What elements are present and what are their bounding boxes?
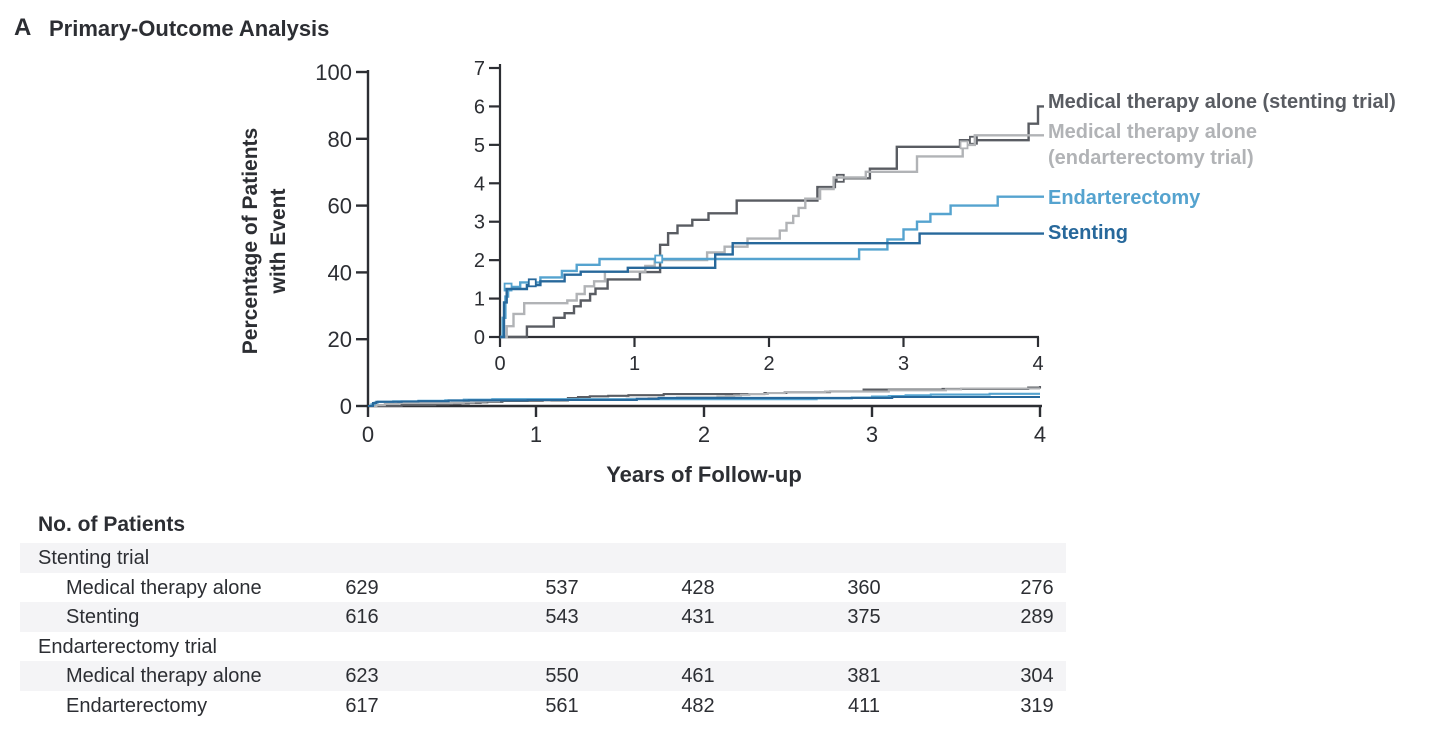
patient-count: 461	[681, 665, 715, 687]
curve-medical-endarterectomy-trial-inset	[500, 134, 1044, 339]
row-label: Medical therapy alone	[66, 665, 262, 687]
legend-entry-stenting: Stenting	[1048, 220, 1128, 246]
censor-marker-endarterectomy	[503, 282, 513, 292]
panel-title: Primary-Outcome Analysis	[49, 16, 330, 41]
y-axis-label-line1: Percentage of Patients	[239, 127, 262, 355]
table-row-3: Endarterectomy trial	[20, 632, 1066, 662]
patient-count: 431	[681, 606, 715, 628]
row-label: Endarterectomy trial	[38, 635, 217, 658]
main-x-tick-label: 2	[698, 422, 710, 447]
inset-x-tick-label: 0	[494, 353, 505, 375]
inset-y-tick-label: 2	[474, 250, 485, 272]
x-axis-label: Years of Follow-up	[606, 462, 802, 487]
legend-label-line: (endarterectomy trial)	[1048, 147, 1254, 169]
y-axis-label: Percentage of Patients with Event	[237, 61, 295, 421]
curve-medical-stenting-trial-inset	[500, 105, 1044, 339]
legend-label-line: Stenting	[1048, 222, 1128, 244]
patient-count: 543	[545, 606, 579, 628]
inset-x-tick-label: 2	[763, 353, 774, 375]
censor-marker-stenting	[527, 278, 537, 288]
row-label: Stenting trial	[38, 547, 150, 569]
inset-y-tick-label: 7	[474, 58, 485, 80]
patient-count: 616	[345, 606, 379, 628]
inset-y-tick-label: 4	[474, 173, 485, 195]
table-row-4: Medical therapy alone 623 550 461 381 304	[20, 661, 1066, 691]
patient-count: 623	[345, 665, 379, 687]
main-x-tick-label: 0	[362, 422, 374, 447]
inset-x-tick-label: 4	[1032, 353, 1043, 375]
table-row-0: Stenting trial	[20, 543, 1066, 573]
patient-count: 561	[545, 694, 579, 717]
y-axis-label-line2: with Event	[267, 188, 290, 294]
legend-label-line: Medical therapy alone (stenting trial)	[1048, 91, 1396, 113]
patient-count: 550	[545, 665, 579, 687]
main-y-tick-label: 40	[328, 260, 352, 285]
main-x-tick-label: 1	[530, 422, 542, 447]
inset-x-tick-label: 3	[898, 353, 909, 375]
patient-count: 319	[1020, 694, 1054, 717]
patient-count: 289	[1020, 606, 1054, 628]
legend-entry-endarterectomy: Endarterectomy	[1048, 185, 1200, 211]
curve-stenting-inset	[500, 232, 1044, 339]
main-y-tick-label: 100	[315, 60, 352, 85]
row-label: Stenting	[66, 606, 140, 628]
main-y-tick-label: 0	[340, 394, 352, 419]
main-y-tick-label: 80	[328, 127, 352, 152]
inset-y-tick-label: 6	[474, 96, 485, 118]
row-label: Endarterectomy	[66, 694, 208, 717]
inset-y-tick-label: 5	[474, 135, 485, 157]
patient-count: 360	[847, 576, 881, 599]
inset-x-tick-label: 1	[629, 353, 640, 375]
table-header: No. of Patients	[38, 513, 186, 536]
table-row-5: Endarterectomy 617 561 482 411 319	[20, 691, 1066, 721]
table-row-2: Stenting 616 543 431 375 289	[20, 602, 1066, 632]
legend-entry-medical-stenting-trial: Medical therapy alone (stenting trial)	[1048, 89, 1396, 115]
panel-letter: A	[14, 14, 32, 41]
main-x-tick-label: 4	[1034, 422, 1046, 447]
inset-y-tick-label: 1	[474, 289, 485, 311]
patient-count: 482	[681, 694, 715, 717]
patient-count: 304	[1020, 665, 1054, 687]
legend-label-line: Medical therapy alone	[1048, 121, 1257, 143]
censor-marker-endarterectomy	[654, 254, 664, 264]
table-row-1: Medical therapy alone 629 537 428 360 276	[20, 573, 1066, 603]
patient-count: 375	[847, 606, 881, 628]
patient-count: 381	[847, 665, 881, 687]
row-label: Medical therapy alone	[66, 576, 262, 599]
curve-endarterectomy-inset	[500, 195, 1044, 339]
patient-count: 537	[545, 576, 579, 599]
main-x-tick-label: 3	[866, 422, 878, 447]
censor-marker-medical-endarterectomy-trial	[959, 140, 969, 150]
patient-count: 411	[848, 694, 880, 717]
patient-count: 617	[345, 694, 379, 717]
inset-y-tick-label: 0	[474, 327, 485, 349]
main-y-tick-label: 60	[328, 194, 352, 219]
patient-count: 629	[345, 576, 379, 599]
curve-stenting-main	[368, 395, 1040, 408]
legend-entry-medical-endarterectomy-trial: Medical therapy alone (endarterectomy tri…	[1048, 119, 1257, 171]
patient-count: 428	[681, 576, 715, 599]
main-y-tick-label: 20	[328, 327, 352, 352]
inset-y-tick-label: 3	[474, 212, 485, 234]
patient-count: 276	[1020, 576, 1054, 599]
legend-label-line: Endarterectomy	[1048, 187, 1201, 209]
